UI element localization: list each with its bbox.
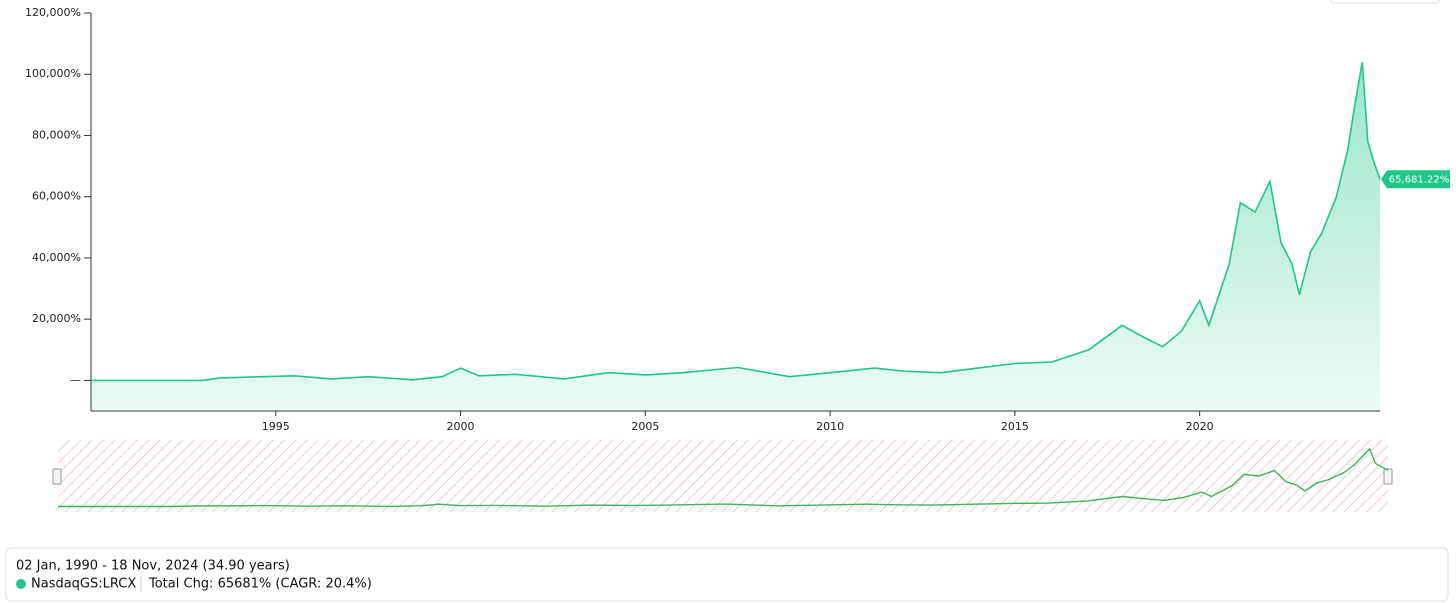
x-tick-label: 2000 [447,420,475,433]
x-tick-label: 2005 [631,420,659,433]
x-tick-label: 1995 [262,420,290,433]
date-range: 02 Jan, 1990 - 18 Nov, 2024 (34.90 years… [16,559,290,574]
x-tick-label: 2010 [816,420,844,433]
x-tick-label: 2015 [1001,420,1029,433]
y-tick-label: 80,000% [32,128,81,141]
last-value-label: 65,681.22% [1389,174,1449,185]
navigator-background [58,440,1388,512]
line [91,61,1381,382]
last-value-tag [1381,170,1450,189]
toolbar-button[interactable] [1329,0,1441,4]
navigator-handle[interactable] [1383,468,1393,485]
y-tick-label: — [70,373,81,386]
y-tick-label: 120,000% [25,6,81,19]
navigator-line [58,447,1389,508]
x-tick-label: 2020 [1186,420,1214,433]
area [91,62,1380,411]
y-tick-label: 60,000% [32,190,81,203]
y-tick-label: 20,000% [32,312,81,325]
info-panel [5,547,1449,602]
navigator-handle[interactable] [52,468,62,485]
y-tick-label: 40,000% [32,251,81,264]
summary: Total Chg: 65681% (CAGR: 20.4%) [148,577,372,592]
y-tick-label: 100,000% [25,67,81,80]
legend-marker [16,579,26,589]
legend-label: NasdaqGS:LRCX [31,577,136,592]
